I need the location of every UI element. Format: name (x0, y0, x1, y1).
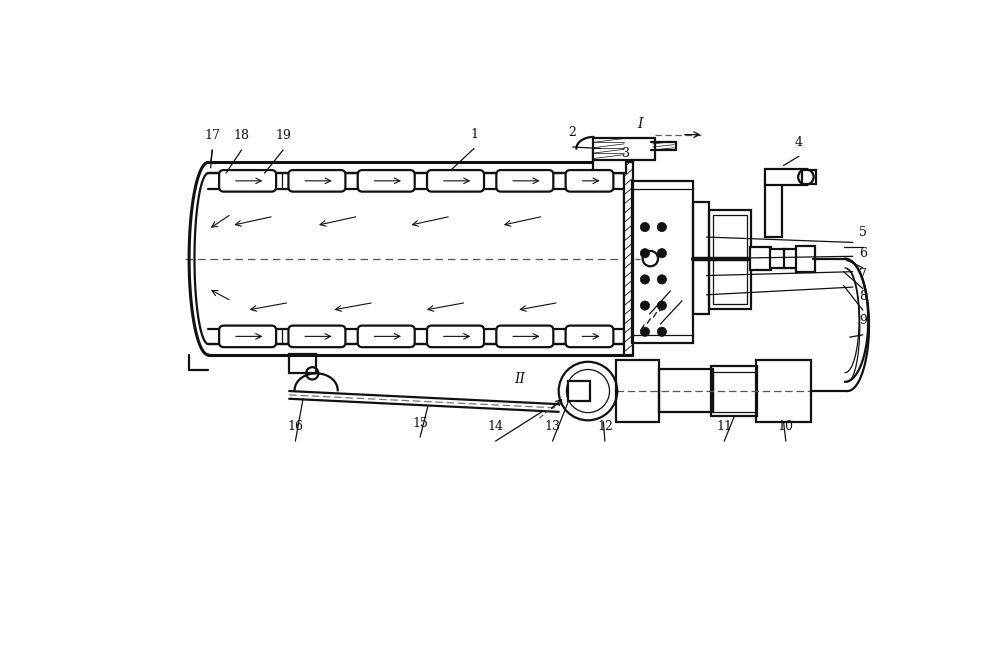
Text: II: II (515, 372, 526, 385)
Bar (624, 162, 633, 355)
Text: 8: 8 (859, 290, 867, 302)
Text: 5: 5 (859, 226, 867, 240)
FancyBboxPatch shape (496, 170, 553, 191)
Text: 3: 3 (622, 147, 630, 160)
Text: 19: 19 (275, 129, 291, 143)
FancyBboxPatch shape (358, 170, 415, 191)
Bar (616, 360, 659, 422)
Bar (568, 381, 590, 401)
Bar (765, 177, 782, 237)
Text: 7: 7 (859, 268, 867, 281)
FancyBboxPatch shape (288, 325, 345, 347)
Bar (765, 168, 807, 185)
Bar (750, 247, 771, 270)
Text: 18: 18 (233, 129, 249, 143)
Bar (756, 360, 811, 422)
Bar (784, 249, 797, 268)
Text: 14: 14 (488, 420, 504, 434)
Bar (713, 214, 747, 304)
Text: 11: 11 (716, 420, 732, 434)
Text: 4: 4 (795, 135, 803, 148)
Bar (711, 366, 757, 416)
Text: 12: 12 (597, 420, 613, 434)
Circle shape (640, 222, 650, 232)
FancyBboxPatch shape (427, 170, 484, 191)
Bar (709, 210, 751, 309)
Circle shape (640, 301, 650, 310)
Circle shape (657, 222, 666, 232)
Circle shape (640, 327, 650, 337)
Bar (593, 148, 626, 173)
Bar (770, 249, 785, 268)
FancyBboxPatch shape (496, 325, 553, 347)
Text: 1: 1 (470, 128, 478, 141)
Text: 9: 9 (859, 314, 867, 327)
Text: 2: 2 (569, 126, 576, 139)
Text: 16: 16 (287, 420, 303, 434)
Bar (632, 181, 693, 343)
Circle shape (657, 249, 666, 258)
Circle shape (657, 327, 666, 337)
Bar (659, 370, 713, 412)
Circle shape (657, 301, 666, 310)
Bar (693, 203, 709, 314)
FancyBboxPatch shape (219, 325, 276, 347)
Bar (593, 139, 655, 160)
Text: 17: 17 (204, 129, 220, 143)
Text: 13: 13 (545, 420, 561, 434)
Circle shape (657, 275, 666, 284)
Text: 10: 10 (778, 420, 794, 434)
Circle shape (640, 275, 650, 284)
FancyBboxPatch shape (427, 325, 484, 347)
FancyBboxPatch shape (566, 170, 613, 191)
Bar (796, 246, 815, 272)
FancyBboxPatch shape (566, 325, 613, 347)
FancyBboxPatch shape (288, 170, 345, 191)
Bar (802, 170, 816, 184)
Circle shape (640, 249, 650, 258)
Text: 15: 15 (412, 416, 428, 430)
Bar (289, 354, 316, 374)
FancyBboxPatch shape (219, 170, 276, 191)
Text: 6: 6 (859, 247, 867, 260)
Text: I: I (637, 117, 642, 131)
Bar (713, 372, 756, 412)
FancyBboxPatch shape (358, 325, 415, 347)
